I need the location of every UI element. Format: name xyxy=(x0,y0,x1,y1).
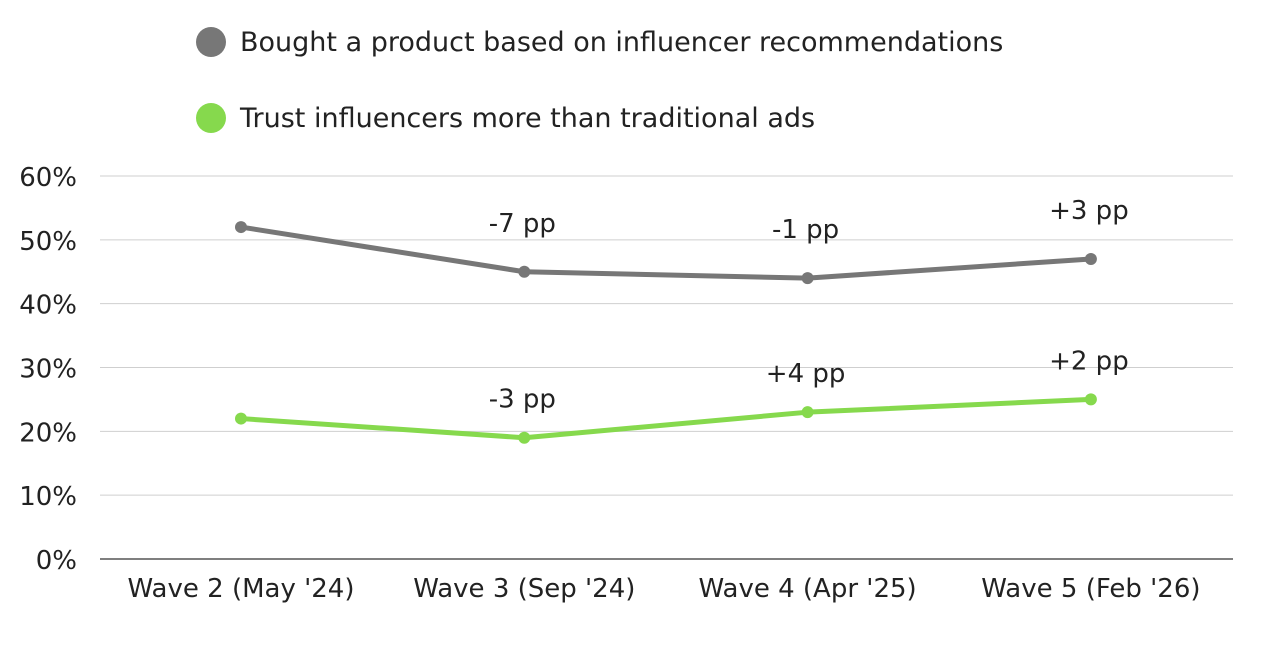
y-tick-label: 10% xyxy=(19,482,77,512)
y-tick-label: 60% xyxy=(19,163,77,193)
legend-label-bought: Bought a product based on influencer rec… xyxy=(240,26,1004,58)
change-annotation: +4 pp xyxy=(766,359,846,389)
legend-label-trust: Trust influencers more than traditional … xyxy=(240,102,816,134)
data-point xyxy=(518,431,531,444)
series-line-1 xyxy=(238,396,1094,441)
legend-marker-bought xyxy=(196,27,226,57)
legend: Bought a product based on influencer rec… xyxy=(196,22,1003,174)
x-tick-label: Wave 2 (May '24) xyxy=(128,574,355,604)
data-point xyxy=(235,412,247,425)
change-annotation: -1 pp xyxy=(772,215,839,245)
legend-marker-trust xyxy=(196,103,226,133)
legend-item-bought: Bought a product based on influencer rec… xyxy=(196,22,1003,62)
y-tick-label: 40% xyxy=(19,291,77,321)
data-point xyxy=(1084,252,1097,265)
change-annotation: -3 pp xyxy=(489,385,556,415)
series-line-0 xyxy=(238,224,1094,281)
y-tick-label: 50% xyxy=(19,227,77,257)
y-tick-label: 30% xyxy=(19,355,77,385)
x-tick-label: Wave 3 (Sep '24) xyxy=(413,574,635,604)
x-tick-label: Wave 5 (Feb '26) xyxy=(981,574,1200,604)
change-annotation: -7 pp xyxy=(489,209,556,239)
data-point xyxy=(235,221,247,234)
data-point xyxy=(801,272,814,285)
x-tick-label: Wave 4 (Apr '25) xyxy=(698,574,916,604)
data-point xyxy=(801,406,814,419)
y-tick-label: 0% xyxy=(36,546,77,576)
legend-item-trust: Trust influencers more than traditional … xyxy=(196,98,1003,138)
change-annotation: +2 pp xyxy=(1049,346,1129,376)
change-annotation: +3 pp xyxy=(1049,196,1129,226)
data-point xyxy=(518,265,531,278)
y-tick-label: 20% xyxy=(19,418,77,448)
data-point xyxy=(1084,393,1097,406)
